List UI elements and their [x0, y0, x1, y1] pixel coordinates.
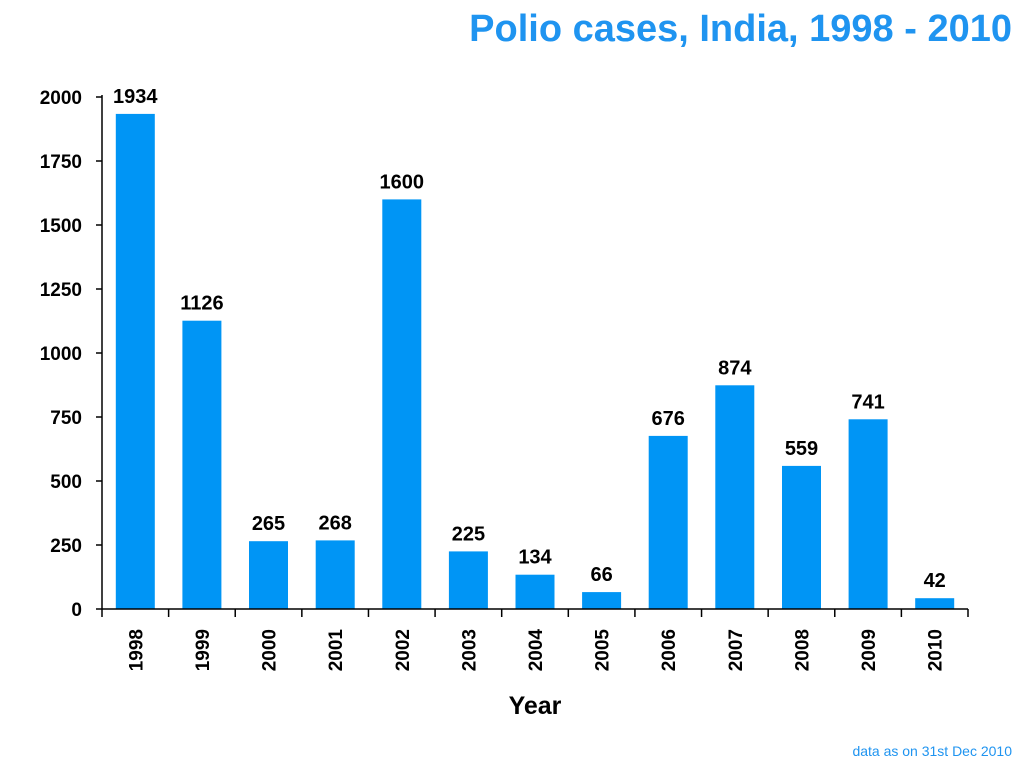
x-tick-label-2002: 2002 [393, 629, 414, 671]
bar-2007 [715, 385, 755, 609]
data-label-2002: 1600 [380, 171, 425, 193]
x-tick-label-2010: 2010 [926, 629, 947, 671]
x-tick-label-2000: 2000 [260, 629, 281, 671]
bar-2004 [515, 574, 555, 609]
bar-2002 [382, 199, 422, 609]
bar-1998 [115, 113, 155, 610]
bar-1999 [182, 320, 222, 609]
y-tick-label-1500: 1500 [40, 216, 82, 237]
x-tick-label-2009: 2009 [859, 629, 880, 671]
y-tick-label-250: 250 [50, 536, 82, 557]
x-tick-label-2003: 2003 [459, 629, 480, 671]
y-axis-ticks: 0 250 500 750 1000 1250 1500 1750 2000 [40, 88, 102, 621]
bar-2005 [582, 592, 622, 609]
x-tick-label-2004: 2004 [526, 629, 547, 672]
data-label-1998: 1934 [113, 86, 158, 108]
y-tick-label-1750: 1750 [40, 152, 82, 173]
data-label-2010: 42 [924, 570, 946, 592]
data-label-2004: 134 [518, 547, 552, 569]
data-label-2003: 225 [452, 523, 485, 545]
data-label-2001: 268 [319, 512, 352, 534]
y-tick-label-500: 500 [50, 472, 82, 493]
chart-title: Polio cases, India, 1998 - 2010 [469, 8, 1012, 50]
bars-group [115, 113, 955, 610]
x-tick-label-2001: 2001 [326, 629, 347, 672]
x-tick-label-2006: 2006 [659, 629, 680, 671]
x-axis-title: Year [509, 692, 562, 720]
data-label-2008: 559 [785, 438, 818, 460]
x-tick-label-1998: 1998 [126, 629, 147, 671]
bar-2010 [915, 598, 955, 609]
y-tick-label-1000: 1000 [40, 344, 82, 365]
bar-2003 [448, 551, 488, 609]
x-tick-label-2008: 2008 [793, 629, 814, 671]
bar-2006 [648, 435, 688, 609]
bar-2001 [315, 540, 355, 609]
data-label-2007: 874 [718, 357, 752, 379]
x-tick-label-1999: 1999 [193, 629, 214, 671]
bar-2009 [848, 419, 888, 609]
y-tick-label-1250: 1250 [40, 280, 82, 301]
data-labels: 1934 1126 265 268 1600 225 134 66 676 874 559 741 42 [113, 86, 946, 592]
data-label-2000: 265 [252, 513, 285, 535]
y-tick-label-0: 0 [71, 600, 82, 621]
y-tick-label-2000: 2000 [40, 88, 82, 109]
data-label-2005: 66 [590, 564, 612, 586]
x-tick-label-2005: 2005 [593, 629, 614, 672]
y-tick-label-750: 750 [50, 408, 82, 429]
bar-2008 [782, 465, 821, 609]
data-label-2009: 741 [851, 391, 884, 413]
footnote: data as on 31st Dec 2010 [852, 743, 1012, 759]
x-tick-label-2007: 2007 [726, 629, 747, 671]
x-axis-ticks: 1998 1999 2000 2001 2002 2003 2004 2005 2006 2007… [101, 609, 969, 672]
axes-group [101, 95, 968, 610]
data-label-1999: 1126 [180, 293, 223, 315]
bar-2000 [249, 541, 288, 609]
data-label-2006: 676 [652, 408, 685, 430]
